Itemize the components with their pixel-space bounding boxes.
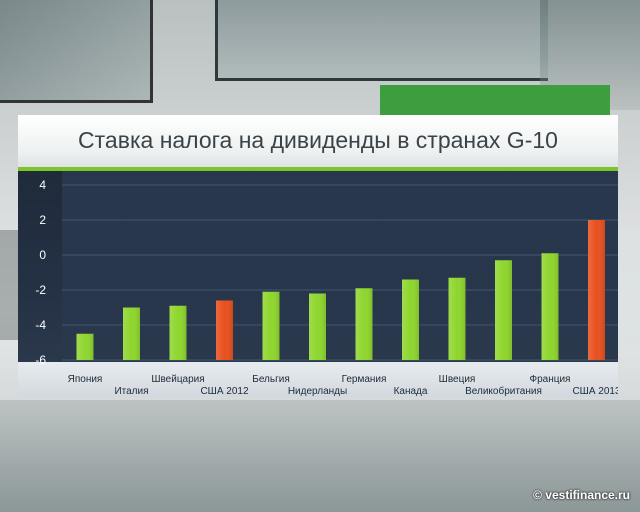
source-watermark: © vestifinance.ru [533, 488, 630, 502]
chart-title: Ставка налога на дивиденды в странах G-1… [78, 127, 558, 153]
bar-shine [309, 293, 326, 360]
category-label: Япония [68, 374, 103, 385]
bar-shine [169, 305, 187, 360]
category-label-strip [18, 362, 618, 397]
bar-shine [588, 220, 605, 360]
bar-shine [495, 260, 512, 360]
category-label: Италия [114, 386, 148, 397]
bar-shine [123, 307, 140, 360]
category-label: Швейцария [151, 374, 204, 385]
category-label: Канада [394, 386, 428, 397]
bar-shine [541, 253, 559, 360]
category-label: Франция [530, 374, 571, 385]
bar-shine [262, 291, 280, 360]
category-label: Швеция [439, 374, 476, 385]
y-tick-label: -6 [35, 353, 46, 367]
bar-shine [402, 279, 419, 360]
background-floor [0, 400, 640, 512]
y-tick-label: 0 [39, 248, 46, 262]
bar-shine [76, 333, 94, 360]
background-glass-panel [215, 0, 548, 81]
y-tick-label: -4 [35, 318, 46, 332]
category-label: США 2012 [200, 386, 249, 397]
y-tick-label: 4 [39, 178, 46, 192]
category-label: Нидерланды [288, 386, 347, 397]
y-tick-label: 2 [39, 213, 46, 227]
chart-title-panel: Ставка налога на дивиденды в странах G-1… [18, 115, 618, 171]
bar-shine [448, 277, 466, 360]
background-green-sign [380, 85, 610, 115]
category-label: Германия [342, 374, 387, 385]
category-label: Великобритания [465, 385, 542, 397]
plot-area [62, 171, 618, 371]
chart-panel: 4 2 0 -2 -4 -6 Япония Италия Швейцария США 2012 Бе… [18, 171, 618, 397]
background-glass-panel [0, 0, 153, 103]
bar-shine [216, 300, 233, 360]
bar-shine [355, 288, 373, 360]
y-tick-label: -2 [35, 283, 46, 297]
background-screen [0, 230, 22, 340]
category-label: США 2013 [572, 386, 618, 397]
category-label: Бельгия [252, 374, 290, 385]
